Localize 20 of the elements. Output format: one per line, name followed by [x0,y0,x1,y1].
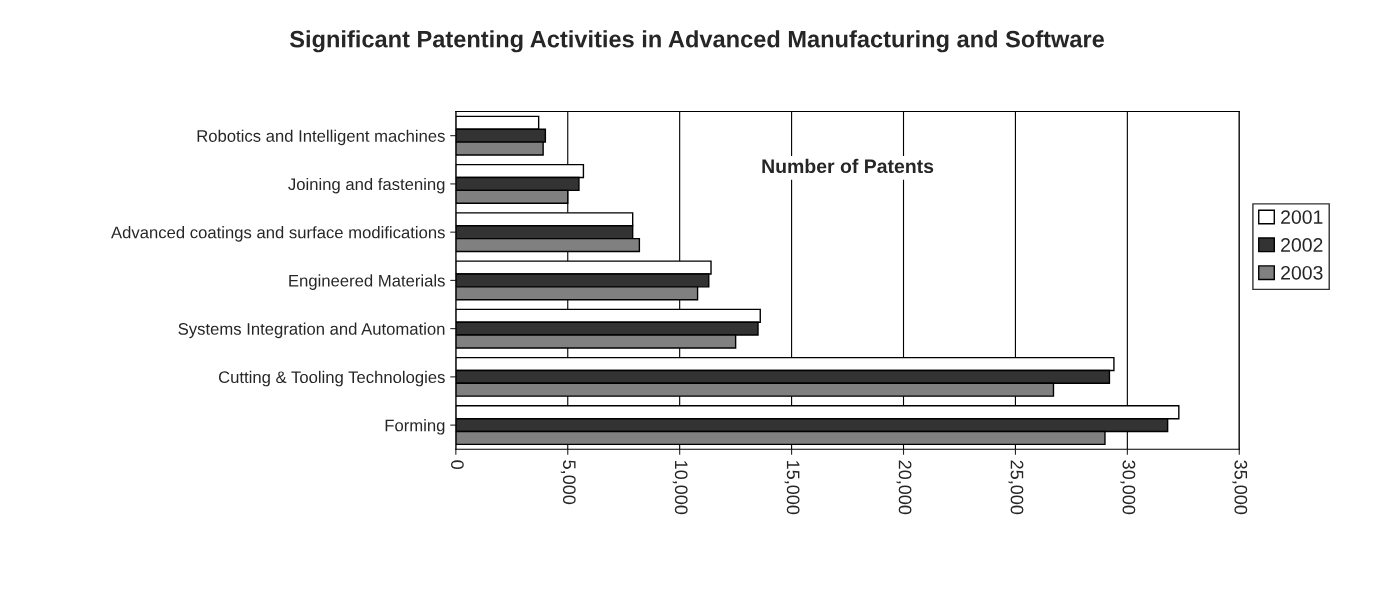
y-tick-label: Joining and fastening [288,177,445,194]
y-tick-label: Systems Integration and Automation [178,322,445,339]
y-tick-label: Advanced coatings and surface modifications [111,226,445,242]
y-tick-label: Engineered Materials [289,274,445,290]
y-tick-label: Cutting & Tooling Technologies [218,370,445,387]
legend-label: 2002 [1281,238,1323,252]
x-tick-label: 25,000 [1008,460,1024,515]
x-tick-label: 10,000 [672,461,688,515]
x-tick-label: 5,000 [560,460,576,505]
y-tick-label: Robotics and Intelligent machines [197,129,445,146]
x-tick-label: 15,000 [784,461,800,515]
x-tick-label: 30,000 [1120,460,1136,515]
x-tick-label: 0 [450,460,464,469]
x-axis-title: Number of Patents [762,158,934,174]
legend-label: 2003 [1281,265,1323,280]
chart-title: Significant Patenting Activities in Advanced Manufacturing and Software [289,30,1104,53]
x-tick-label: 20,000 [896,460,912,515]
legend-label: 2001 [1281,210,1323,224]
x-tick-label: 35,000 [1232,460,1248,515]
y-tick-label: Forming [385,419,445,435]
